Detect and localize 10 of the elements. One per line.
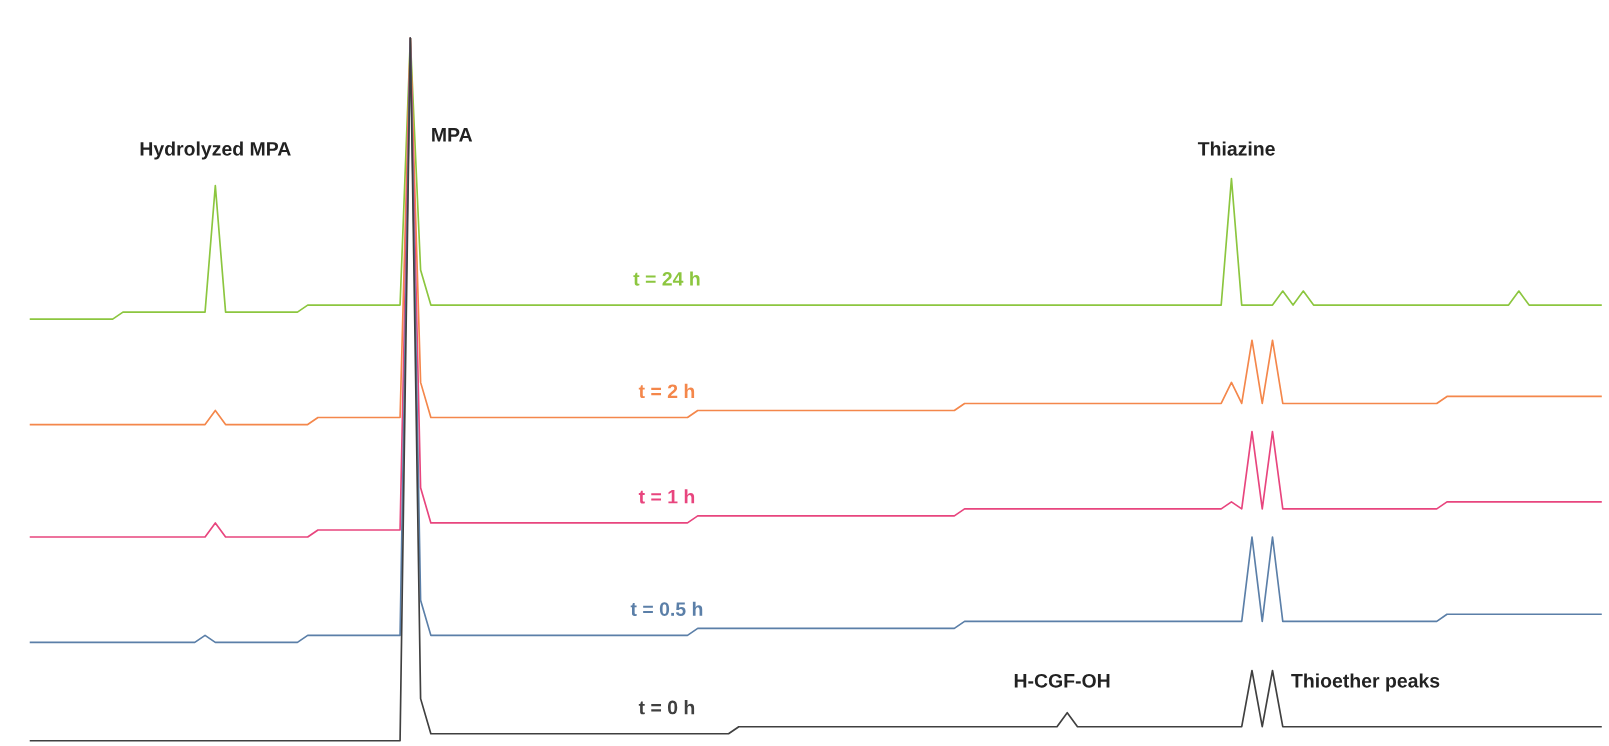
annotation: Thiazine (1197, 141, 1275, 156)
series-label: t = 2 h (638, 383, 695, 399)
series-label: t = 24 h (633, 271, 700, 286)
annotation: MPA (432, 128, 473, 142)
series-label: t = 0 h (638, 700, 695, 715)
annotation: Thioether peaks (1291, 673, 1440, 692)
series-label: t = 0.5 h (630, 601, 703, 616)
annotation: Hydrolyzed MPA (140, 141, 291, 160)
annotation: H-CGF-OH (1014, 673, 1110, 688)
series-label: t = 1 h (638, 489, 695, 504)
